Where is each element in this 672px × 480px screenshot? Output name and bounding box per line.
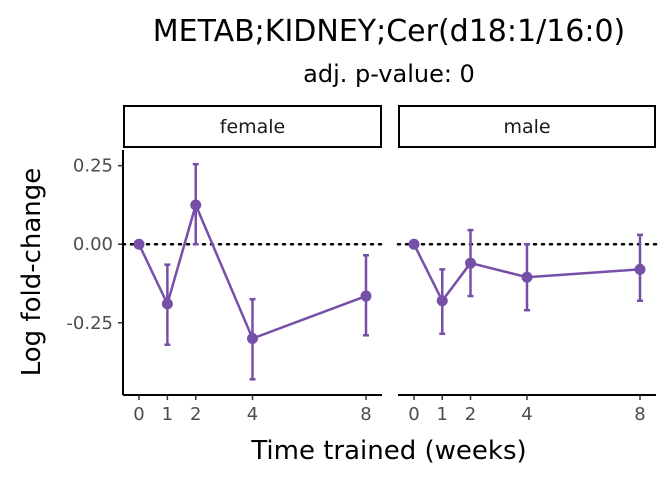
x-tick-label: 4 [521, 404, 532, 425]
data-point [133, 238, 145, 250]
facet-strip-label: female [220, 116, 286, 138]
data-point [521, 271, 533, 283]
x-tick-label: 8 [634, 404, 645, 425]
data-point [465, 257, 476, 269]
x-tick-label: 2 [465, 404, 476, 425]
facet-panel-male: male 0 1 2 4 8 [396, 105, 658, 425]
data-point [161, 298, 173, 310]
x-tick-label: 1 [437, 404, 448, 425]
y-tick-label: 0.00 [73, 234, 113, 255]
facet-strip [398, 105, 656, 148]
x-tick-label: 2 [190, 404, 201, 425]
chart-subtitle: adj. p-value: 0 [303, 60, 475, 88]
x-axis-title: Time trained (weeks) [250, 436, 526, 466]
facet-strip-label: male [503, 116, 550, 138]
data-point [247, 332, 258, 344]
x-tick-label: 0 [133, 404, 144, 425]
x-tick-label: 8 [360, 404, 371, 425]
facet-strip [123, 105, 382, 148]
y-tick-label: 0.25 [73, 156, 113, 177]
facet-panel-female: female 0 1 2 4 8 [121, 105, 384, 425]
data-point [436, 295, 448, 307]
chart-title: METAB;KIDNEY;Cer(d18:1/16:0) [153, 14, 626, 49]
x-tick-label: 4 [247, 404, 258, 425]
data-point [360, 290, 372, 302]
x-tick-label: 0 [408, 404, 419, 425]
data-point [408, 238, 420, 250]
data-point [634, 263, 646, 275]
y-tick-label: -0.25 [66, 313, 113, 334]
y-axis-title: Log fold-change [17, 168, 47, 377]
data-point [190, 199, 202, 211]
x-tick-label: 1 [162, 404, 173, 425]
